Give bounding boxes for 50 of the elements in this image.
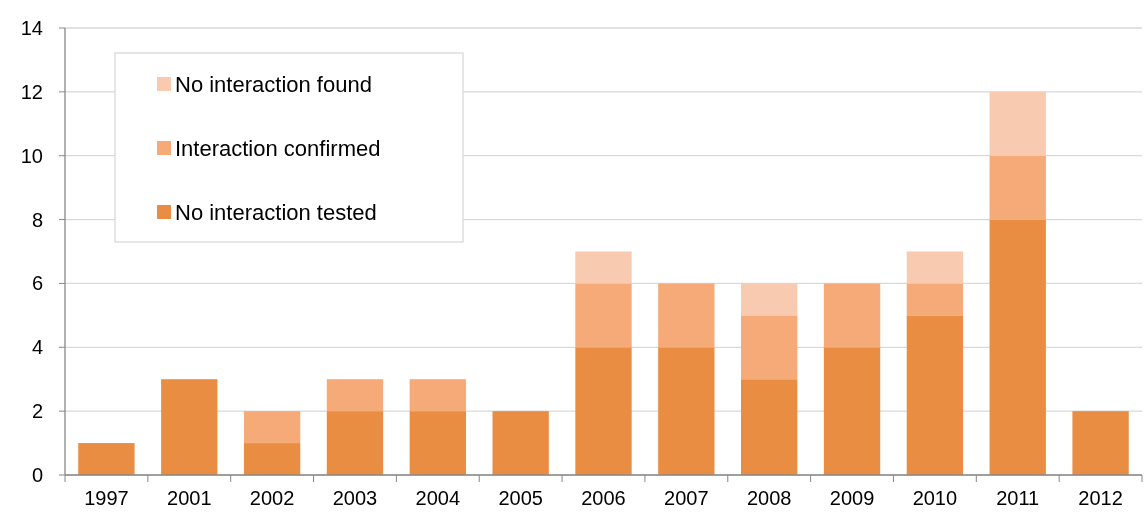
- x-tick-label: 2001: [167, 487, 212, 509]
- y-tick-label: 2: [31, 400, 43, 423]
- bar: [823, 347, 881, 475]
- bar: [575, 347, 632, 475]
- x-tick-label: 2008: [746, 487, 792, 509]
- x-tick-label: 2007: [664, 487, 709, 509]
- bar: [409, 411, 466, 475]
- legend-label: No interaction found: [175, 71, 372, 97]
- y-tick-label: 14: [20, 17, 43, 39]
- bar: [906, 251, 964, 284]
- x-tick-label: 2010: [912, 487, 958, 509]
- y-tick-label: 6: [31, 272, 43, 295]
- x-tick-label: 2006: [581, 487, 626, 509]
- y-tick-label: 12: [20, 80, 43, 103]
- bar: [243, 411, 301, 444]
- bar: [243, 443, 301, 475]
- x-tick-label: 2011: [996, 487, 1040, 509]
- bar: [906, 283, 964, 316]
- bar: [823, 283, 881, 348]
- bar: [989, 155, 1046, 220]
- y-tick-label: 10: [20, 144, 43, 167]
- bar: [326, 411, 384, 475]
- bar: [658, 283, 715, 348]
- bar: [78, 443, 135, 475]
- x-tick-label: 2004: [415, 487, 461, 509]
- x-tick-label: 2012: [1078, 487, 1123, 509]
- x-tick-label: 2005: [498, 487, 543, 509]
- y-tick-label: 4: [31, 336, 43, 359]
- legend-label: No interaction tested: [175, 199, 377, 225]
- bar: [1072, 411, 1129, 475]
- bar: [658, 347, 715, 475]
- bar: [741, 315, 798, 380]
- bar: [575, 283, 632, 348]
- y-tick-label: 8: [31, 208, 43, 231]
- legend-label: Interaction confirmed: [175, 135, 381, 161]
- bar: [161, 379, 218, 475]
- bar: [409, 379, 466, 412]
- bar: [906, 315, 964, 475]
- bar: [989, 219, 1046, 475]
- x-tick-label: 2009: [829, 487, 875, 509]
- bar: [492, 411, 549, 475]
- x-tick-label: 2003: [332, 487, 378, 509]
- x-tick-label: 2002: [249, 487, 295, 509]
- bar: [741, 283, 798, 316]
- bar: [326, 379, 384, 412]
- bar: [741, 379, 798, 475]
- bar: [989, 91, 1046, 156]
- y-tick-label: 0: [31, 464, 43, 486]
- bar: [575, 251, 632, 284]
- x-tick-label: 1997: [84, 487, 129, 509]
